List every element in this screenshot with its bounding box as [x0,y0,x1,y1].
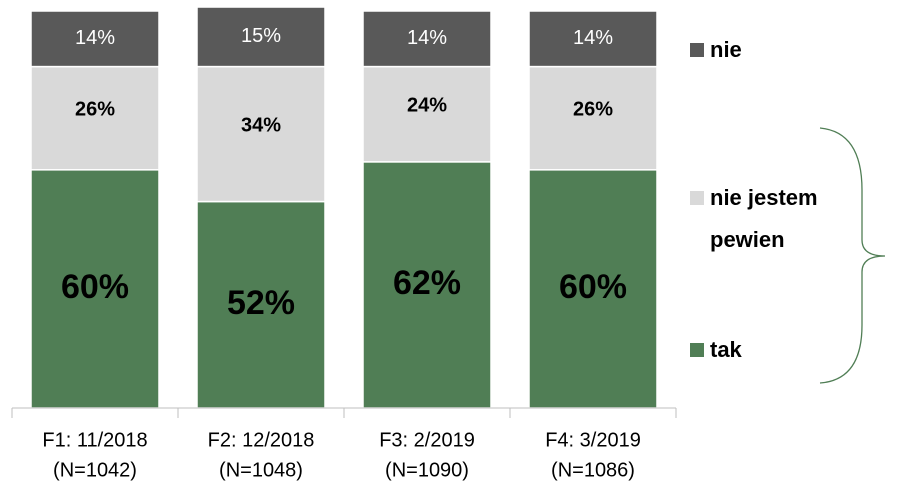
legend-item: nie jestem pewien [690,177,860,261]
value-label: 24% [407,95,447,117]
value-label: 15% [241,25,281,47]
bar-segment [362,65,492,163]
bar-segment [196,6,326,68]
legend-swatch [690,43,704,57]
x-tick-label: F3: 2/2019 [379,429,475,451]
legend-item: nie [690,29,860,71]
legend-swatch [690,191,704,205]
x-tick-label: (N=1042) [53,459,137,481]
x-tick-label: F2: 12/2018 [208,429,315,451]
value-label: 14% [75,27,115,49]
bar-segment [196,65,326,203]
x-tick-label: F1: 11/2018 [42,429,147,451]
bar-segment [528,10,658,68]
value-label: 26% [573,98,613,120]
value-label: 60% [61,268,129,306]
x-tick-label: (N=1086) [551,459,635,481]
bar-segment [362,10,492,68]
legend-swatch [690,343,704,357]
legend-label: nie [710,37,742,62]
value-label: 62% [393,264,461,302]
bar-segment [196,200,326,409]
value-label: 14% [573,27,613,49]
bar-segment [30,10,160,68]
x-tick-label: F4: 3/2019 [545,429,641,451]
x-tick-label: (N=1090) [385,459,469,481]
value-label: 52% [227,284,295,322]
legend-item: tak [690,329,860,371]
value-label: 34% [241,114,281,136]
legend-label: tak [710,337,742,362]
x-tick-label: (N=1048) [219,459,303,481]
legend-label: nie jestem pewien [710,185,818,252]
value-label: 26% [75,98,115,120]
value-label: 14% [407,27,447,49]
bar-segment [30,65,160,171]
bar-segment [528,169,658,409]
value-label: 60% [559,268,627,306]
bar-segment [528,65,658,171]
brace [819,127,886,384]
